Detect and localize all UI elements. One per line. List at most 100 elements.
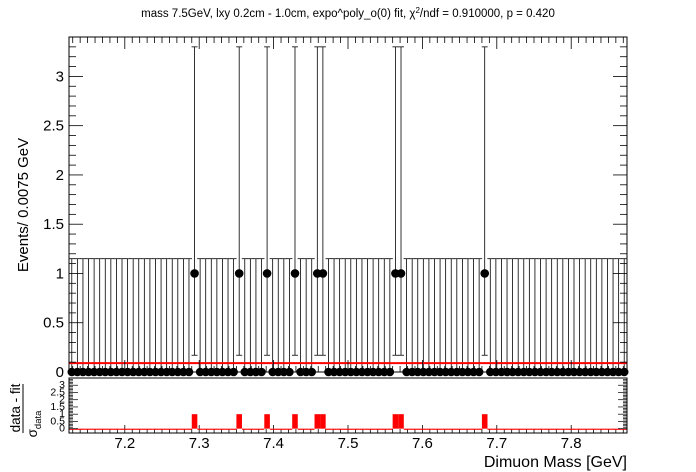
pull-y-tick-label: 2.5 [50, 386, 65, 398]
pull-bar-empty [348, 428, 354, 430]
pull-bar-empty [403, 428, 410, 430]
pull-bar-empty [498, 428, 505, 430]
data-point [290, 269, 300, 278]
pull-bar-empty [470, 428, 477, 430]
pull-bar-empty [359, 428, 365, 430]
pull-bar-empty [375, 428, 382, 430]
pull-bar-empty [230, 428, 237, 430]
y-tick-label: 0 [56, 364, 64, 381]
pull-bar-empty [169, 428, 176, 430]
pull-y-tick-label: 0.5 [50, 415, 65, 427]
pull-bar-empty [548, 428, 555, 430]
pull-bar-empty [543, 428, 549, 430]
pull-bar-empty [130, 428, 136, 430]
pull-bar-empty [303, 428, 309, 430]
pull-y-tick-label: 1.5 [50, 401, 65, 413]
pull-bar-empty [454, 428, 460, 430]
pull-bar [264, 414, 270, 429]
x-tick-label: 7.4 [263, 435, 284, 452]
pull-bar-empty [147, 428, 153, 430]
pull-bar-empty [214, 428, 220, 430]
pull-bar-empty [364, 428, 371, 430]
y-tick-label: 3 [56, 68, 64, 85]
pull-bar [191, 414, 198, 429]
pull-bar-empty [504, 428, 510, 430]
pull-bar-empty [141, 428, 148, 430]
pull-bar [292, 414, 298, 429]
pull-bar-empty [163, 428, 170, 430]
y-tick-label: 1.5 [43, 216, 64, 233]
pull-bar-empty [208, 428, 215, 430]
pull-bar-empty [253, 428, 259, 430]
data-point [190, 269, 199, 278]
pull-bar-empty [180, 428, 187, 430]
pull-bar-empty [565, 428, 572, 430]
pull-bar-empty [387, 428, 393, 430]
x-tick-label: 7.2 [114, 435, 135, 452]
pull-bar-empty [409, 428, 415, 430]
pull-bar-empty [621, 428, 627, 430]
pull-bar-empty [108, 428, 114, 430]
y-tick-label: 2 [56, 167, 64, 184]
chart-title: mass 7.5GeV, lxy 0.2cm - 1.0cm, expo^pol… [141, 6, 555, 20]
pull-bar-empty [465, 428, 471, 430]
y-tick-label: 1 [56, 265, 64, 282]
pull-bar-empty [532, 428, 538, 430]
pull-bar [314, 414, 321, 429]
pull-bar-empty [509, 428, 516, 430]
pull-bar-empty [442, 428, 449, 430]
pull-bar [398, 414, 404, 429]
pull-bar-empty [69, 428, 75, 430]
pull-bar-empty [158, 428, 164, 430]
pull-bar-empty [275, 428, 282, 430]
pull-bar-empty [520, 428, 527, 430]
pull-y-tick-label: 2 [59, 394, 65, 406]
pull-bar-empty [476, 428, 482, 430]
pull-bar-empty [119, 428, 125, 430]
data-point [262, 269, 272, 278]
pull-bar-empty [582, 428, 588, 430]
pull-bar-empty [537, 428, 544, 430]
pull-bar-empty [202, 428, 209, 430]
x-tick-label: 7.3 [189, 435, 210, 452]
pull-bar-empty [448, 428, 455, 430]
pull-bar-empty [336, 428, 343, 430]
pull-bar-empty [599, 428, 605, 430]
pull-bar-empty [197, 428, 203, 430]
pull-bar-empty [225, 428, 231, 430]
pull-label-numerator: data - fit [8, 383, 23, 432]
pull-bar-empty [381, 428, 388, 430]
pull-frame [68, 377, 628, 434]
y-tick-label: 2.5 [43, 118, 64, 135]
data-point [480, 269, 490, 278]
main-frame [68, 36, 628, 373]
pull-bar [236, 414, 242, 429]
pull-bar-empty [576, 428, 583, 430]
pull-bar-empty [493, 428, 499, 430]
pull-bar-empty [437, 428, 443, 430]
x-axis-label: Dimuon Mass [GeV] [484, 454, 627, 471]
pull-bar-empty [414, 428, 421, 430]
data-point [318, 269, 328, 278]
pull-bar-empty [286, 428, 293, 430]
pull-y-axis-label: data - fit σdata [8, 383, 44, 437]
pull-bar-empty [91, 428, 97, 430]
pull-bar-empty [247, 428, 254, 430]
pull-bar-empty [426, 428, 432, 430]
pull-bar-empty [135, 428, 142, 430]
pull-bar-empty [269, 428, 276, 430]
pull-bar-empty [593, 428, 600, 430]
pull-bar-empty [554, 428, 561, 430]
pull-bar-empty [80, 428, 86, 430]
pull-bar-empty [152, 428, 159, 430]
pull-plot-area: 7.2 7.3 7.4 7.5 7.6 7.7 7.8 00.511.522.53 [50, 377, 628, 452]
pull-bar-empty [96, 428, 103, 430]
y-tick-label: 0.5 [43, 315, 64, 332]
pull-label-denominator: σdata [25, 410, 44, 438]
pull-y-tick-label: 0 [59, 423, 65, 435]
pull-y-tick-label: 1 [59, 408, 65, 420]
pull-bar-empty [175, 428, 181, 430]
pull-bar-empty [370, 428, 376, 430]
pull-bar-empty [560, 428, 566, 430]
pull-bar-empty [342, 428, 348, 430]
